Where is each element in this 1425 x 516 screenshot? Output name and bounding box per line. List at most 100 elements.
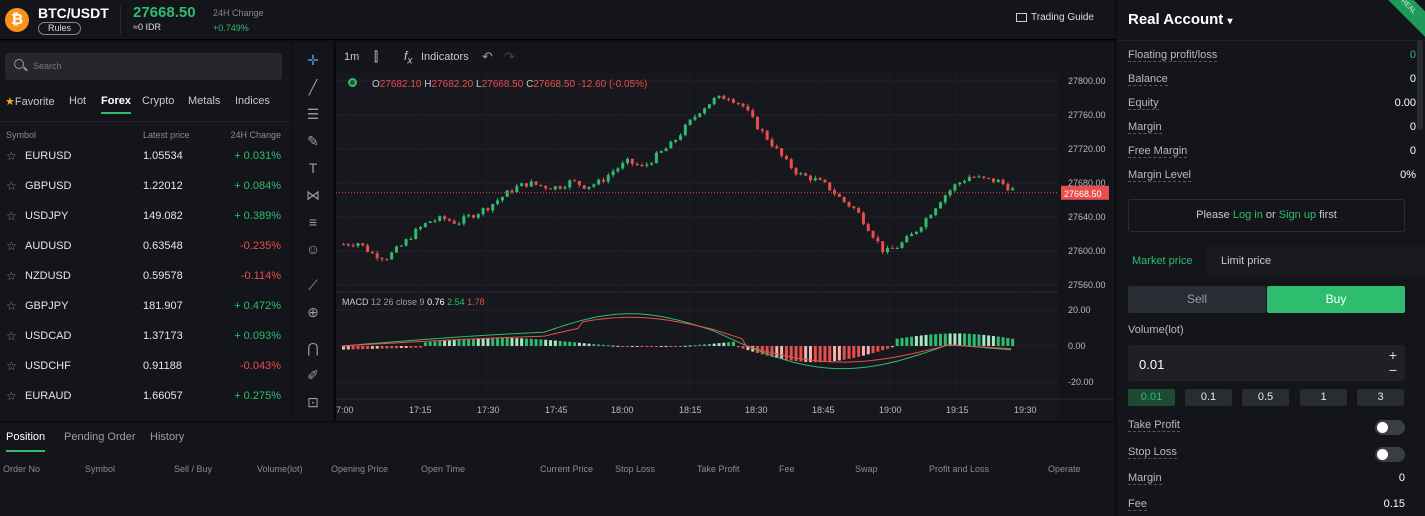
tab-metals[interactable]: Metals (188, 95, 221, 107)
volume-value: 0.01 (1139, 357, 1165, 372)
candle-type-icon[interactable]: ⫿ (374, 49, 379, 64)
candle-body (943, 195, 947, 203)
lot-preset[interactable]: 1 (1300, 389, 1347, 406)
macd-bar (481, 338, 485, 346)
candle-body (987, 177, 991, 179)
redo-icon[interactable]: ↷ (504, 49, 515, 64)
lot-preset[interactable]: 0.5 (1242, 389, 1289, 406)
lock-icon[interactable]: ⊡ (307, 394, 319, 410)
market-row[interactable]: ☆ GBPUSD 1.22012 + 0.084% (0, 171, 291, 201)
top-bar: ₿ BTC/USDT Rules 27668.50 ≈0 IDR 24H Cha… (0, 0, 1115, 40)
trend-line-icon[interactable]: ╱ (308, 79, 318, 95)
book-icon[interactable] (1016, 13, 1027, 22)
macd-bar (659, 346, 663, 347)
rules-button[interactable]: Rules (38, 22, 82, 35)
row-change: + 0.472% (234, 300, 281, 312)
measure-lines-icon[interactable]: ≡ (308, 214, 318, 230)
market-row[interactable]: ☆ EURUSD 1.05534 + 0.031% (0, 141, 291, 171)
magnet-icon[interactable]: ⋂ (307, 340, 319, 356)
indicators-button[interactable]: Indicators (421, 51, 469, 63)
star-icon[interactable]: ☆ (6, 239, 17, 253)
tab-forex[interactable]: Forex (101, 95, 131, 114)
macd-bar (804, 346, 808, 362)
candle-body (953, 184, 957, 191)
buy-button[interactable]: Buy (1267, 286, 1405, 313)
horizontal-lines-icon[interactable]: ☰ (306, 106, 320, 122)
tab-position[interactable]: Position (6, 431, 46, 452)
positions-column: Opening Price (331, 464, 389, 474)
lock-drawings-icon[interactable]: ✐ (307, 367, 319, 383)
minus-icon[interactable]: − (1388, 362, 1397, 378)
market-row[interactable]: ☆ USDCAD 1.37173 + 0.093% (0, 321, 291, 351)
star-icon[interactable]: ☆ (6, 269, 17, 283)
tab-history[interactable]: History (150, 431, 185, 443)
lot-preset[interactable]: 3 (1357, 389, 1404, 406)
account-selector[interactable]: Real Account ▾ (1128, 11, 1233, 28)
star-icon[interactable]: ☆ (6, 179, 17, 193)
star-icon[interactable]: ☆ (6, 389, 17, 403)
market-row[interactable]: ☆ USDJPY 149.082 + 0.389% (0, 201, 291, 231)
row-symbol: GBPUSD (25, 180, 72, 192)
macd-bar (948, 333, 952, 346)
interval-button[interactable]: 1m (344, 51, 360, 63)
trading-guide-link[interactable]: Trading Guide (1031, 12, 1094, 23)
account-title: Real Account (1128, 11, 1224, 28)
zoom-in-icon[interactable]: ⊕ (307, 304, 319, 320)
emoji-icon[interactable]: ☺ (305, 241, 321, 257)
text-icon[interactable]: T (308, 160, 318, 176)
undo-icon[interactable]: ↶ (482, 49, 493, 64)
star-icon[interactable]: ☆ (6, 209, 17, 223)
ruler-icon[interactable]: ⟋ (308, 277, 318, 293)
candle-body (515, 186, 519, 193)
login-link[interactable]: Log in (1232, 209, 1263, 221)
candle-body (963, 181, 967, 183)
market-row[interactable]: ☆ USDCHF 0.91188 -0.043% (0, 351, 291, 381)
x-tick-label: 19:30 (1014, 405, 1037, 415)
candle-body (895, 247, 899, 249)
plus-icon[interactable]: + (1388, 347, 1397, 363)
candle-body (476, 214, 480, 218)
macd-bar (447, 340, 451, 346)
macd-bar (736, 346, 740, 348)
lot-preset[interactable]: 0.01 (1128, 389, 1175, 406)
star-icon[interactable]: ☆ (6, 329, 17, 343)
candle-body (346, 244, 350, 246)
lot-preset[interactable]: 0.1 (1185, 389, 1232, 406)
candle-body (356, 243, 360, 246)
tab-pending-order[interactable]: Pending Order (64, 431, 136, 443)
search-input[interactable]: Search (5, 53, 282, 80)
stop-loss-toggle[interactable] (1375, 447, 1405, 462)
volume-input[interactable]: 0.01 + − (1128, 345, 1405, 381)
star-icon[interactable]: ☆ (6, 149, 17, 163)
brush-icon[interactable]: ✎ (307, 133, 319, 149)
sell-button[interactable]: Sell (1128, 286, 1266, 313)
tab-market-price[interactable]: Market price (1132, 255, 1193, 267)
take-profit-label: Take Profit (1128, 419, 1180, 432)
candle-body (1001, 179, 1005, 185)
market-row[interactable]: ☆ EURAUD 1.66057 + 0.275% (0, 381, 291, 411)
candle-body (409, 239, 413, 241)
visibility-icon[interactable] (348, 78, 357, 87)
macd-bar (471, 338, 475, 346)
tab-favorite[interactable]: ★Favorite (5, 95, 55, 108)
indicators-icon[interactable]: fx (404, 49, 413, 67)
pattern-icon[interactable]: ⋈ (306, 187, 320, 203)
crosshair-icon[interactable]: ✛ (307, 52, 319, 68)
tab-hot[interactable]: Hot (69, 95, 87, 107)
chart-canvas[interactable]: 27800.00 27760.00 27720.00 27680.00 27640.00… (336, 73, 1114, 421)
market-row[interactable]: ☆ NZDUSD 0.59578 -0.114% (0, 261, 291, 291)
price-chart[interactable]: 1m ⫿ fx Indicators ↶ ↷ 27800.00 27760.00 2… (336, 41, 1114, 421)
tab-crypto[interactable]: Crypto (142, 95, 175, 107)
star-icon[interactable]: ☆ (6, 299, 17, 313)
tab-limit-price[interactable]: Limit price (1221, 255, 1272, 267)
pair-title[interactable]: BTC/USDT (38, 5, 109, 21)
star-icon[interactable]: ☆ (6, 359, 17, 373)
candle-body (366, 245, 370, 252)
scrollbar[interactable] (1417, 40, 1423, 130)
market-row[interactable]: ☆ AUDUSD 0.63548 -0.235% (0, 231, 291, 261)
market-row[interactable]: ☆ GBPJPY 181.907 + 0.472% (0, 291, 291, 321)
candle-body (861, 212, 865, 225)
tab-indices[interactable]: Indices (235, 95, 270, 107)
take-profit-toggle[interactable] (1375, 420, 1405, 435)
signup-link[interactable]: Sign up (1278, 209, 1317, 221)
